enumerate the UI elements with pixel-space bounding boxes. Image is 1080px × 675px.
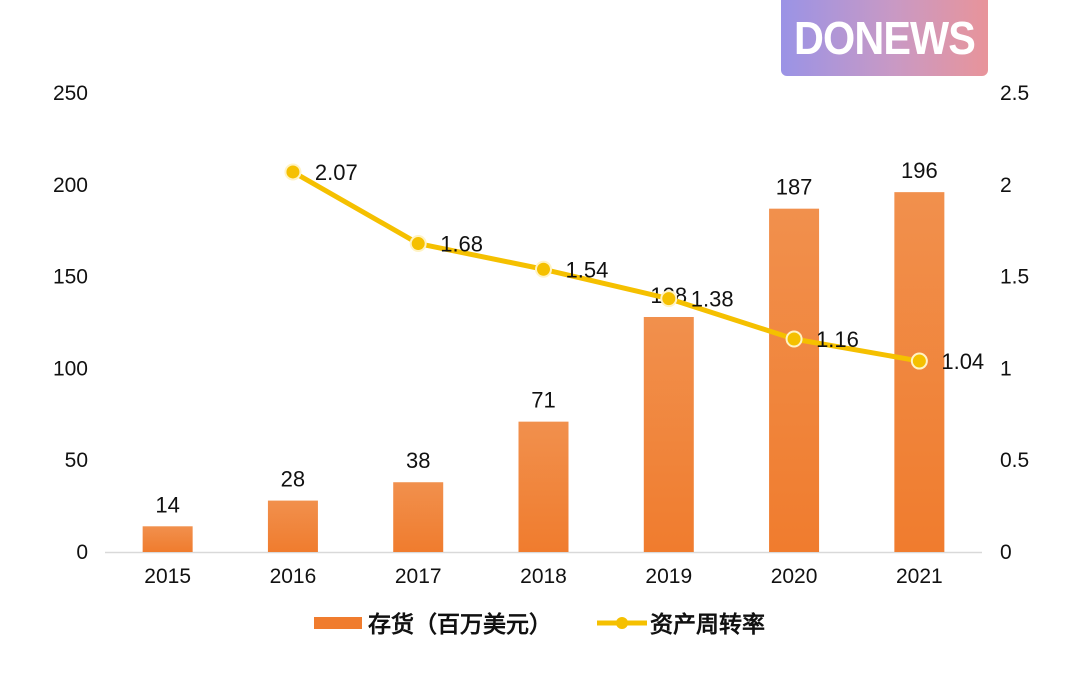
y-tick-label: 200	[53, 174, 88, 197]
legend-line-label: 资产周转率	[650, 611, 765, 637]
x-tick-label: 2018	[520, 565, 567, 588]
line-data-label: 1.54	[566, 257, 609, 282]
right-axis-ticks: 0 0.5 1 1.5 2 2.5	[1000, 82, 1029, 564]
line-marker	[535, 260, 552, 278]
bar-data-label: 71	[531, 388, 555, 413]
x-tick-label: 2021	[896, 565, 943, 588]
y-tick-label: 150	[53, 266, 88, 289]
bar-data-label: 187	[776, 175, 813, 200]
y-tick-label: 100	[53, 357, 88, 380]
y2-tick-label: 1	[1000, 357, 1012, 380]
y-tick-label: 50	[65, 449, 88, 472]
legend-bar-swatch	[314, 617, 362, 629]
x-tick-label: 2017	[395, 565, 442, 588]
legend-bar-label: 存货（百万美元）	[368, 611, 552, 637]
left-axis-ticks: 0 50 100 150 200 250	[53, 82, 88, 564]
bar-data-label: 196	[901, 158, 938, 183]
y2-tick-label: 0.5	[1000, 449, 1029, 472]
bar	[769, 208, 820, 552]
donews-logo: DONEWS	[781, 0, 988, 76]
line-marker	[409, 235, 427, 253]
y2-tick-label: 0	[1000, 541, 1012, 564]
x-tick-label: 2015	[144, 565, 191, 588]
bar-series	[142, 192, 945, 553]
bar	[267, 500, 318, 552]
bar-data-label: 38	[406, 448, 430, 473]
line-path	[291, 169, 920, 364]
x-tick-label: 2016	[270, 565, 317, 588]
bar	[142, 526, 193, 552]
line-data-label: 1.38	[691, 287, 734, 312]
line-marker	[284, 163, 302, 181]
line-marker	[660, 290, 678, 308]
line-data-label: 1.04	[941, 349, 984, 374]
line-data-label: 2.07	[315, 160, 358, 185]
x-tick-label: 2019	[645, 565, 692, 588]
y-tick-label: 250	[53, 82, 88, 105]
line-data-label: 1.68	[440, 232, 483, 257]
bar	[894, 192, 945, 553]
bar	[393, 482, 444, 552]
y2-tick-label: 2	[1000, 174, 1012, 197]
y2-tick-label: 1.5	[1000, 266, 1029, 289]
bar	[643, 316, 694, 552]
legend-line-marker	[616, 617, 628, 629]
logo-text: DONEWS	[794, 12, 976, 64]
line-marker	[910, 352, 928, 370]
bar	[518, 421, 569, 552]
line-data-label: 1.16	[816, 327, 859, 352]
y2-tick-label: 2.5	[1000, 82, 1029, 105]
legend: 存货（百万美元） 资产周转率	[314, 611, 765, 637]
bar-data-label: 28	[281, 467, 305, 492]
line-marker	[785, 330, 803, 348]
x-axis-ticks: 2015 2016 2017 2018 2019 2020 2021	[144, 565, 942, 588]
bar-data-label: 14	[155, 492, 179, 517]
x-tick-label: 2020	[771, 565, 818, 588]
y-tick-label: 0	[76, 541, 88, 564]
line-series: 2.07 1.68 1.54 1.38 1.16 1.04	[284, 160, 984, 374]
